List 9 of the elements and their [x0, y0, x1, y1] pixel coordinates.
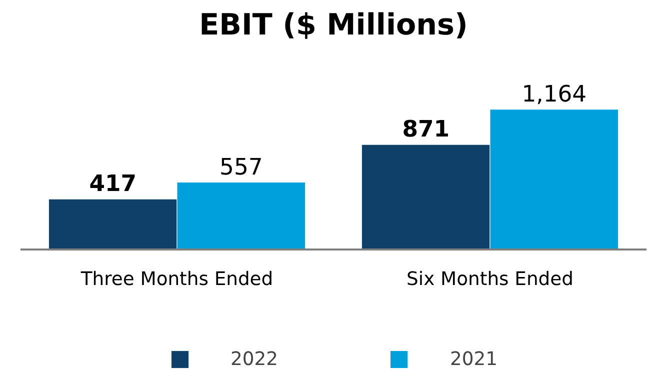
legend-label: 2022 — [230, 348, 278, 370]
data-label: 557 — [220, 154, 263, 180]
x-tick-label: Three Months Ended — [80, 269, 274, 290]
legend-label: 2021 — [450, 348, 498, 370]
x-tick-label: Six Months Ended — [406, 269, 574, 290]
data-label: 871 — [402, 116, 450, 143]
chart-title: EBIT ($ Millions) — [199, 8, 468, 42]
data-label: 417 — [89, 171, 136, 198]
data-label: 1,164 — [522, 81, 587, 108]
